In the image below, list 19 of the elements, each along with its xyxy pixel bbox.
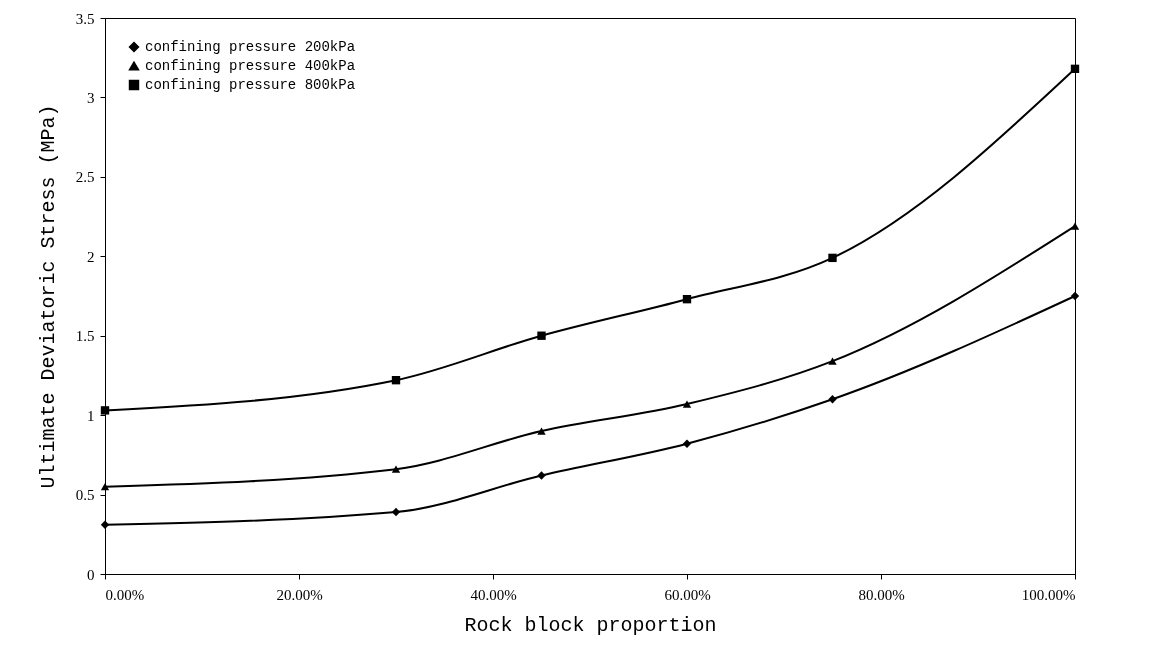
y-tick-label: 2.5 [75,169,95,186]
x-tick-label: 60.00% [664,586,711,603]
x-tick-label: 80.00% [858,586,905,603]
y-tick-label: 1.5 [75,328,95,345]
x-tick-label: 20.00% [276,586,323,603]
y-tick-label: 0 [87,566,95,583]
y-tick-label: 3 [87,89,95,106]
x-tick-label: 100.00% [1021,586,1076,603]
y-tick-label: 0.5 [75,487,95,504]
legend-label: confining pressure 400kPa [145,58,356,74]
y-tick-label: 2 [87,248,95,265]
legend-label: confining pressure 800kPa [145,77,356,93]
y-axis-title: Ultimate Deviatoric Stress (MPa) [36,104,60,489]
y-tick-label: 1 [87,407,95,424]
y-tick-label: 3.5 [75,10,95,27]
x-tick-label: 0.00% [105,586,145,603]
x-tick-label: 40.00% [470,586,517,603]
legend-label: confining pressure 200kPa [145,39,356,55]
x-axis-title: Rock block proportion [464,613,717,637]
